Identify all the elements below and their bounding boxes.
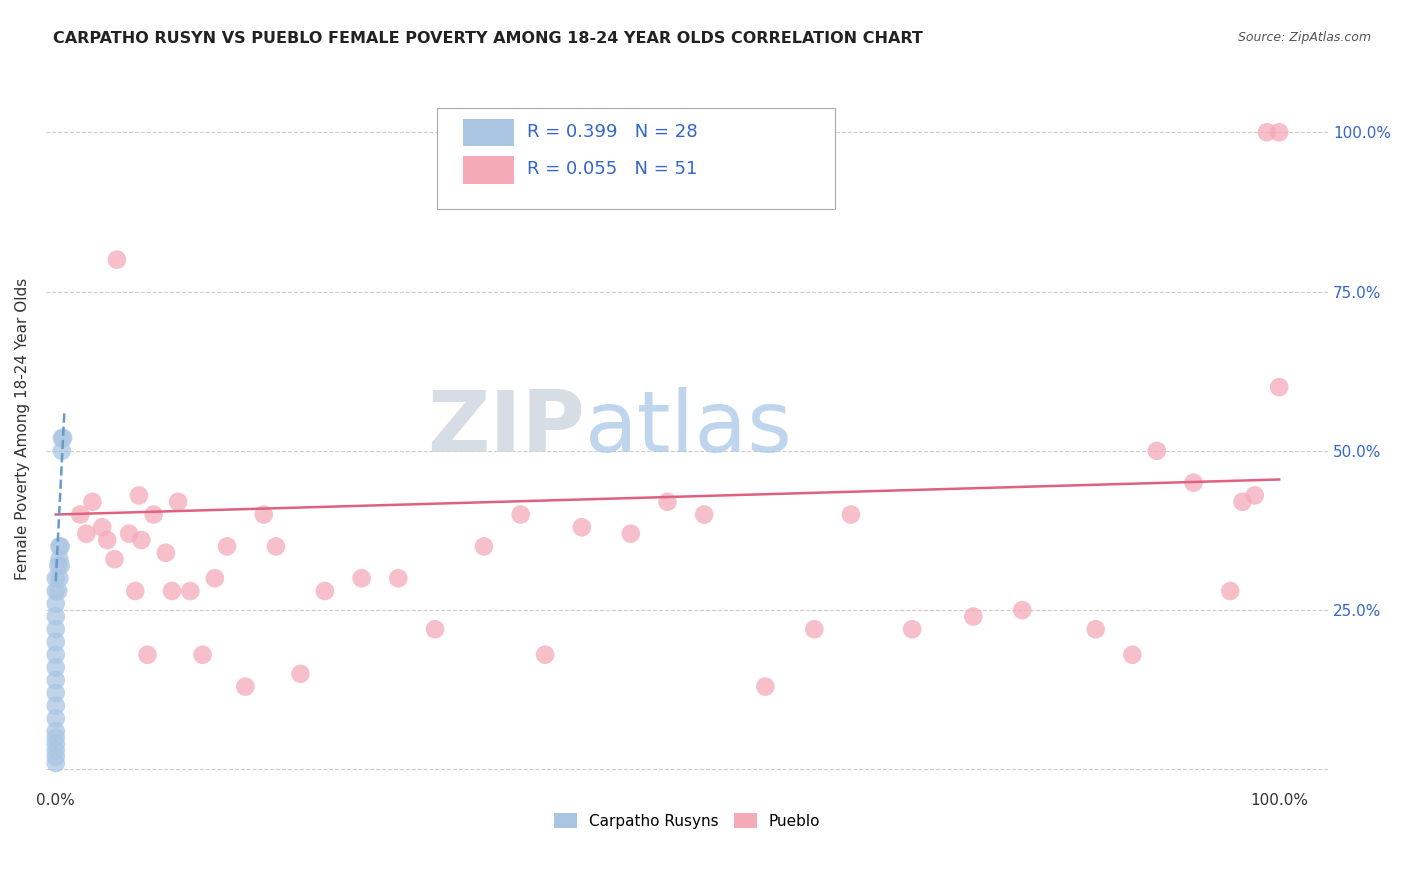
Point	[45, 737, 67, 751]
Point	[803, 622, 825, 636]
Point	[693, 508, 716, 522]
Point	[52, 431, 75, 445]
Point	[350, 571, 373, 585]
Point	[48, 552, 70, 566]
Point	[82, 495, 104, 509]
Text: R = 0.399   N = 28: R = 0.399 N = 28	[527, 123, 697, 141]
Point	[46, 558, 69, 573]
Point	[45, 597, 67, 611]
Point	[45, 724, 67, 739]
Point	[136, 648, 159, 662]
Point	[46, 584, 69, 599]
Point	[387, 571, 409, 585]
Point	[534, 648, 557, 662]
Text: CARPATHO RUSYN VS PUEBLO FEMALE POVERTY AMONG 18-24 YEAR OLDS CORRELATION CHART: CARPATHO RUSYN VS PUEBLO FEMALE POVERTY …	[53, 31, 924, 46]
Point	[91, 520, 114, 534]
Point	[75, 526, 97, 541]
Point	[124, 584, 146, 599]
Point	[423, 622, 446, 636]
Point	[96, 533, 118, 547]
Point	[160, 584, 183, 599]
Point	[45, 660, 67, 674]
Point	[142, 508, 165, 522]
Legend: Carpatho Rusyns, Pueblo: Carpatho Rusyns, Pueblo	[547, 806, 827, 835]
Text: Source: ZipAtlas.com: Source: ZipAtlas.com	[1237, 31, 1371, 45]
Point	[131, 533, 153, 547]
Point	[1256, 125, 1278, 139]
Point	[45, 648, 67, 662]
Point	[128, 488, 150, 502]
Point	[155, 546, 177, 560]
Point	[49, 540, 72, 554]
Point	[167, 495, 190, 509]
Point	[215, 540, 238, 554]
Text: atlas: atlas	[585, 387, 793, 470]
Point	[1268, 125, 1291, 139]
Point	[1182, 475, 1205, 490]
Point	[1084, 622, 1107, 636]
Point	[754, 680, 776, 694]
Point	[45, 622, 67, 636]
Point	[118, 526, 141, 541]
Point	[901, 622, 924, 636]
Point	[571, 520, 593, 534]
Point	[962, 609, 984, 624]
Point	[179, 584, 201, 599]
Point	[45, 635, 67, 649]
Point	[49, 558, 72, 573]
Point	[45, 609, 67, 624]
Point	[620, 526, 643, 541]
Point	[103, 552, 125, 566]
Point	[45, 673, 67, 688]
Point	[264, 540, 287, 554]
Point	[105, 252, 128, 267]
Point	[45, 731, 67, 745]
Text: R = 0.055   N = 51: R = 0.055 N = 51	[527, 161, 697, 178]
Point	[191, 648, 214, 662]
Point	[45, 571, 67, 585]
Point	[509, 508, 531, 522]
Point	[314, 584, 336, 599]
Y-axis label: Female Poverty Among 18-24 Year Olds: Female Poverty Among 18-24 Year Olds	[15, 277, 30, 580]
Point	[45, 584, 67, 599]
Point	[48, 540, 70, 554]
Text: ZIP: ZIP	[427, 387, 585, 470]
Bar	[463, 119, 515, 146]
Point	[69, 508, 91, 522]
Point	[51, 443, 73, 458]
Point	[1232, 495, 1254, 509]
Point	[839, 508, 862, 522]
Point	[1268, 380, 1291, 394]
Point	[290, 666, 312, 681]
Point	[204, 571, 226, 585]
Point	[45, 743, 67, 757]
Point	[1243, 488, 1265, 502]
Point	[45, 686, 67, 700]
Point	[235, 680, 257, 694]
Bar	[463, 156, 515, 184]
Point	[45, 711, 67, 725]
Point	[1146, 443, 1168, 458]
FancyBboxPatch shape	[437, 108, 835, 209]
Point	[45, 749, 67, 764]
Point	[472, 540, 495, 554]
Point	[45, 756, 67, 770]
Point	[45, 698, 67, 713]
Point	[48, 571, 70, 585]
Point	[1011, 603, 1033, 617]
Point	[51, 431, 73, 445]
Point	[253, 508, 276, 522]
Point	[1121, 648, 1143, 662]
Point	[1219, 584, 1241, 599]
Point	[657, 495, 679, 509]
